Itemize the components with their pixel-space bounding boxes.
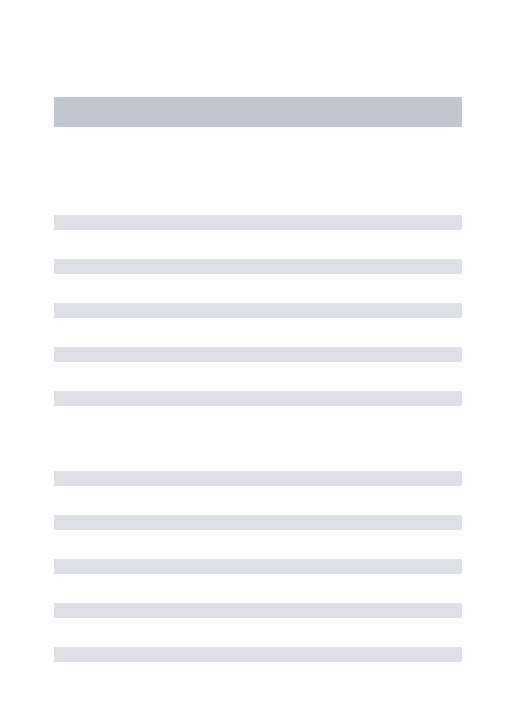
skeleton-line bbox=[54, 303, 462, 318]
skeleton-line bbox=[54, 347, 462, 362]
skeleton-line bbox=[54, 471, 462, 486]
skeleton-line-group bbox=[54, 215, 462, 406]
skeleton-line bbox=[54, 259, 462, 274]
skeleton-line bbox=[54, 215, 462, 230]
skeleton-page bbox=[54, 0, 462, 662]
skeleton-title bbox=[54, 97, 462, 127]
skeleton-groups bbox=[54, 215, 462, 662]
skeleton-line bbox=[54, 515, 462, 530]
skeleton-line bbox=[54, 391, 462, 406]
skeleton-line bbox=[54, 647, 462, 662]
skeleton-line bbox=[54, 559, 462, 574]
skeleton-line bbox=[54, 603, 462, 618]
skeleton-line-group bbox=[54, 471, 462, 662]
